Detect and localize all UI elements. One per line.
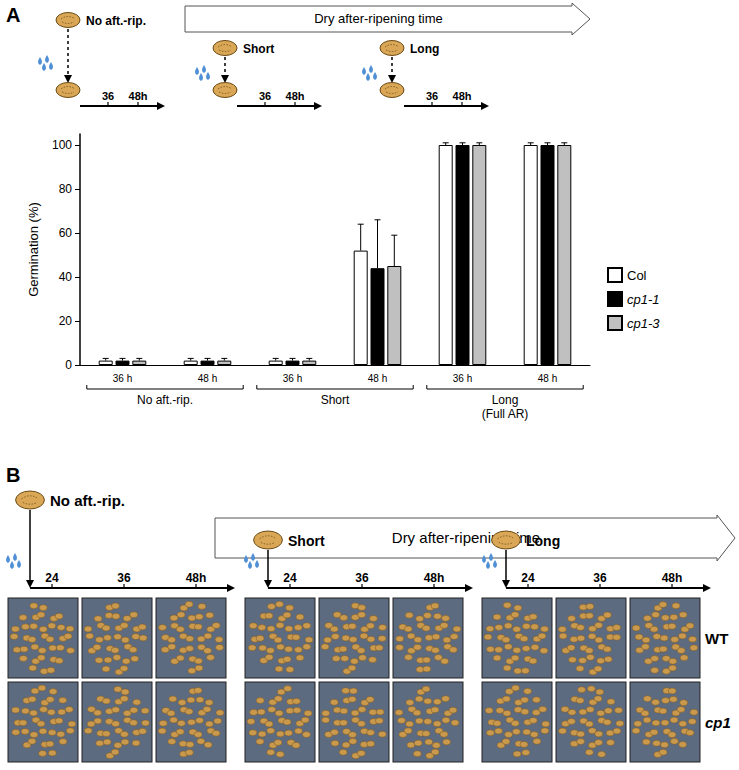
svg-text:Long: Long bbox=[492, 393, 519, 407]
svg-text:B: B bbox=[6, 464, 20, 486]
svg-text:cp1-1: cp1-1 bbox=[627, 292, 660, 307]
svg-text:48 h: 48 h bbox=[198, 373, 217, 384]
svg-text:36 h: 36 h bbox=[453, 373, 472, 384]
svg-text:48 h: 48 h bbox=[368, 373, 387, 384]
svg-text:No aft.-rip.: No aft.-rip. bbox=[50, 492, 125, 509]
svg-text:36: 36 bbox=[259, 90, 271, 102]
svg-text:24: 24 bbox=[521, 571, 535, 585]
svg-text:Dry after-ripening time: Dry after-ripening time bbox=[314, 11, 443, 26]
svg-text:48h: 48h bbox=[186, 571, 207, 585]
svg-text:48h: 48h bbox=[453, 90, 472, 102]
svg-text:0: 0 bbox=[65, 358, 72, 372]
svg-text:Col: Col bbox=[627, 268, 647, 283]
svg-text:48h: 48h bbox=[424, 571, 445, 585]
svg-text:48h: 48h bbox=[662, 571, 683, 585]
svg-text:No aft.-rip.: No aft.-rip. bbox=[137, 393, 193, 407]
svg-text:WT: WT bbox=[705, 630, 728, 647]
svg-text:Long: Long bbox=[410, 42, 439, 56]
svg-text:Short: Short bbox=[243, 42, 274, 56]
svg-text:80: 80 bbox=[59, 182, 73, 196]
svg-text:36: 36 bbox=[102, 90, 114, 102]
svg-text:36: 36 bbox=[117, 571, 131, 585]
svg-text:36: 36 bbox=[593, 571, 607, 585]
svg-text:100: 100 bbox=[52, 138, 72, 152]
svg-text:(Full AR): (Full AR) bbox=[482, 407, 529, 421]
svg-text:20: 20 bbox=[59, 314, 73, 328]
svg-text:Short: Short bbox=[288, 533, 325, 549]
svg-text:Short: Short bbox=[321, 393, 350, 407]
svg-text:cp1: cp1 bbox=[705, 714, 731, 731]
svg-text:48 h: 48 h bbox=[538, 373, 557, 384]
svg-text:24: 24 bbox=[45, 571, 59, 585]
svg-text:Long: Long bbox=[526, 533, 560, 549]
svg-text:48h: 48h bbox=[129, 90, 148, 102]
svg-text:A: A bbox=[6, 4, 20, 26]
svg-text:Dry after-ripening time: Dry after-ripening time bbox=[392, 529, 540, 546]
svg-text:cp1-3: cp1-3 bbox=[627, 316, 660, 331]
svg-text:36: 36 bbox=[355, 571, 369, 585]
svg-text:36 h: 36 h bbox=[283, 373, 302, 384]
svg-text:40: 40 bbox=[59, 270, 73, 284]
svg-text:36: 36 bbox=[426, 90, 438, 102]
svg-text:36 h: 36 h bbox=[113, 373, 132, 384]
svg-text:24: 24 bbox=[283, 571, 297, 585]
svg-text:Germination (%): Germination (%) bbox=[26, 202, 41, 297]
svg-text:48h: 48h bbox=[286, 90, 305, 102]
svg-text:No aft.-rip.: No aft.-rip. bbox=[86, 14, 146, 28]
svg-text:60: 60 bbox=[59, 226, 73, 240]
